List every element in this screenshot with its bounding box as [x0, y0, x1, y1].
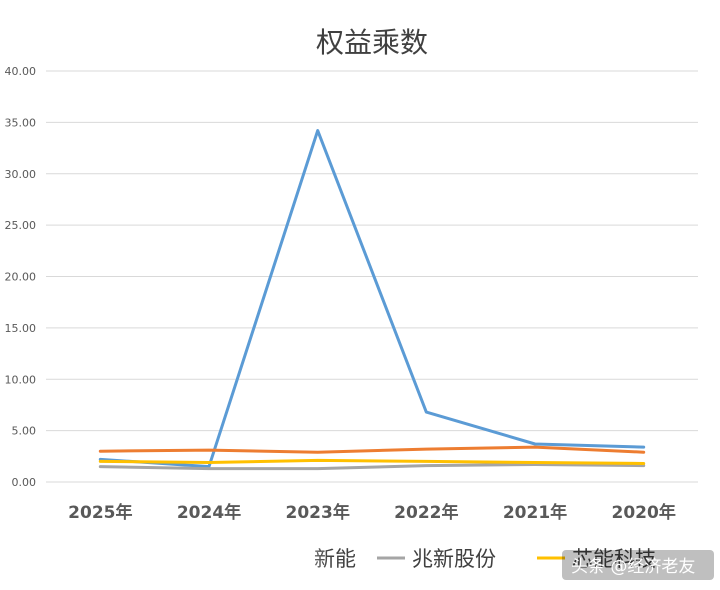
series-line-2 [98, 445, 646, 454]
y-tick-label: 5.00 [12, 425, 37, 438]
series-line-1 [98, 129, 646, 469]
x-tick-label: 2020年 [612, 502, 676, 523]
x-tick-label: 2022年 [394, 502, 458, 523]
legend-fade-overlay [30, 538, 330, 578]
watermark-backdrop [562, 550, 714, 580]
y-tick-label: 35.00 [5, 116, 37, 129]
chart-title: 权益乘数 [316, 26, 428, 59]
series-lines [98, 129, 646, 471]
legend-label-series-3: 兆新股份 [412, 547, 496, 571]
x-tick-label: 2024年 [177, 502, 241, 523]
x-axis-ticks: 2025年 2024年 2023年 2022年 2021年 2020年 [68, 502, 676, 523]
watermark-text: 头条 @经济老友 [571, 557, 695, 577]
watermark: 头条 @经济老友 [562, 550, 714, 580]
y-tick-label: 25.00 [5, 219, 37, 232]
series-line-4 [98, 458, 646, 465]
legend: 新能 兆新股份 芯能科技 [30, 538, 656, 578]
y-tick-label: 30.00 [5, 168, 37, 181]
x-tick-label: 2023年 [286, 502, 350, 523]
y-tick-label: 0.00 [12, 476, 37, 489]
y-tick-label: 10.00 [5, 373, 37, 386]
y-tick-label: 20.00 [5, 271, 37, 284]
x-tick-label: 2025年 [68, 502, 132, 523]
x-tick-label: 2021年 [503, 502, 567, 523]
y-tick-label: 15.00 [5, 322, 37, 335]
y-axis-ticks: 0.00 5.00 10.00 15.00 20.00 25.00 30.00 35.00 40… [5, 65, 37, 489]
legend-label-series-4: 芯能科技 [572, 547, 656, 571]
gridlines [46, 70, 698, 483]
y-tick-label: 40.00 [5, 65, 37, 78]
series-line-3 [98, 463, 646, 471]
